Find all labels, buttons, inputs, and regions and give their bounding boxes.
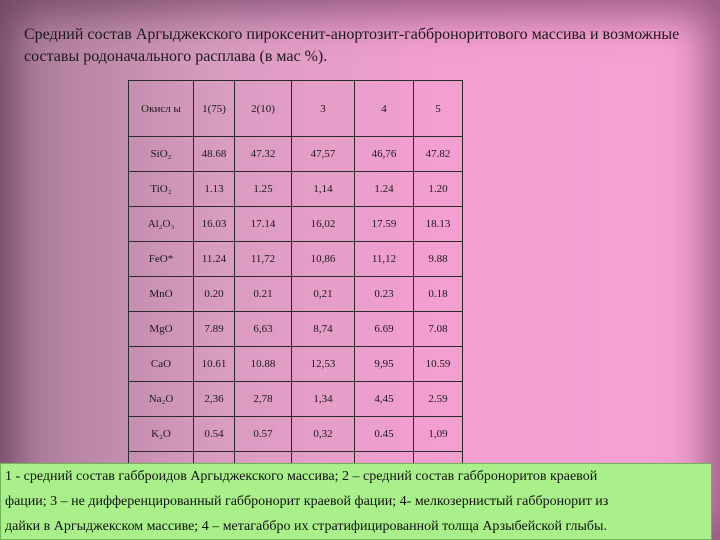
table-row: CaO 10.61 10.88 12,53 9,95 10.59 <box>128 346 463 382</box>
value-cell: 0.54 <box>193 416 235 452</box>
value-cell: 7.89 <box>193 311 235 347</box>
oxide-cell: Al₂O₃ <box>128 206 194 242</box>
footnote-line: фации; 3 – не дифференцированный габброн… <box>5 494 609 509</box>
oxide-cell: SiO₂ <box>128 136 194 172</box>
value-cell: 18.13 <box>413 206 463 242</box>
value-cell: 10.59 <box>413 346 463 382</box>
value-cell: 1.13 <box>193 171 235 207</box>
value-cell: 1,34 <box>291 381 355 417</box>
table-row: Al₂O₃ 16.03 17.14 16,02 17.59 18.13 <box>128 206 463 242</box>
value-cell: 47.32 <box>234 136 292 172</box>
value-cell: 0.21 <box>234 276 292 312</box>
oxide-cell: FeO* <box>128 241 194 277</box>
header-cell: 4 <box>354 80 414 137</box>
value-cell: 4,45 <box>354 381 414 417</box>
value-cell: 0.18 <box>413 276 463 312</box>
value-cell: 1,09 <box>413 416 463 452</box>
value-cell: 11,12 <box>354 241 414 277</box>
value-cell: 16.03 <box>193 206 235 242</box>
value-cell: 2,36 <box>193 381 235 417</box>
oxide-cell: MnO <box>128 276 194 312</box>
value-cell: 7.08 <box>413 311 463 347</box>
value-cell: 9.88 <box>413 241 463 277</box>
table-row: Na₂O 2,36 2,78 1,34 4,45 2.59 <box>128 381 463 417</box>
value-cell: 2,78 <box>234 381 292 417</box>
value-cell: 12,53 <box>291 346 355 382</box>
table-row: MgO 7.89 6,63 8,74 6.69 7.08 <box>128 311 463 347</box>
table-row: MnO 0.20 0.21 0,21 0.23 0.18 <box>128 276 463 312</box>
footnote: 1 - средний состав габброидов Аргыджекск… <box>0 463 712 540</box>
oxide-cell: CaO <box>128 346 194 382</box>
value-cell: 6,63 <box>234 311 292 347</box>
footnote-line: 1 - средний состав габброидов Аргыджекск… <box>5 469 598 484</box>
table-row: FeO* 11.24 11,72 10,86 11,12 9.88 <box>128 241 463 277</box>
value-cell: 6.69 <box>354 311 414 347</box>
value-cell: 9,95 <box>354 346 414 382</box>
value-cell: 11,72 <box>234 241 292 277</box>
oxide-cell: MgO <box>128 311 194 347</box>
oxide-cell: K₂O <box>128 416 194 452</box>
value-cell: 0,21 <box>291 276 355 312</box>
value-cell: 0.20 <box>193 276 235 312</box>
value-cell: 10,86 <box>291 241 355 277</box>
header-cell: 5 <box>413 80 463 137</box>
oxide-cell: Na₂O <box>128 381 194 417</box>
value-cell: 8,74 <box>291 311 355 347</box>
table-row: SiO₂ 48.68 47.32 47,57 46,76 47.82 <box>128 136 463 172</box>
value-cell: 47.82 <box>413 136 463 172</box>
footnote-line: дайки в Аргыджекском массиве; 4 – метага… <box>5 519 607 534</box>
header-cell: Окисл ы <box>128 80 194 137</box>
value-cell: 0.45 <box>354 416 414 452</box>
value-cell: 1.25 <box>234 171 292 207</box>
value-cell: 10.61 <box>193 346 235 382</box>
value-cell: 11.24 <box>193 241 235 277</box>
value-cell: 46,76 <box>354 136 414 172</box>
value-cell: 17.59 <box>354 206 414 242</box>
table-row: TiO₂ 1.13 1.25 1,14 1.24 1.20 <box>128 171 463 207</box>
slide-title: Средний состав Аргыджекского пироксенит-… <box>24 26 680 65</box>
value-cell: 16,02 <box>291 206 355 242</box>
value-cell: 1.20 <box>413 171 463 207</box>
value-cell: 1,14 <box>291 171 355 207</box>
table-header-row: Окисл ы 1(75) 2(10) 3 4 5 <box>128 80 463 137</box>
value-cell: 2.59 <box>413 381 463 417</box>
value-cell: 1.24 <box>354 171 414 207</box>
value-cell: 48.68 <box>193 136 235 172</box>
composition-table: Окисл ы 1(75) 2(10) 3 4 5 SiO₂ 48.68 47.32… <box>128 80 463 487</box>
value-cell: 47,57 <box>291 136 355 172</box>
value-cell: 0,32 <box>291 416 355 452</box>
value-cell: 0.23 <box>354 276 414 312</box>
value-cell: 0.57 <box>234 416 292 452</box>
header-cell: 1(75) <box>193 80 235 137</box>
value-cell: 17.14 <box>234 206 292 242</box>
table-row: K₂O 0.54 0.57 0,32 0.45 1,09 <box>128 416 463 452</box>
oxide-cell: TiO₂ <box>128 171 194 207</box>
header-cell: 2(10) <box>234 80 292 137</box>
header-cell: 3 <box>291 80 355 137</box>
value-cell: 10.88 <box>234 346 292 382</box>
